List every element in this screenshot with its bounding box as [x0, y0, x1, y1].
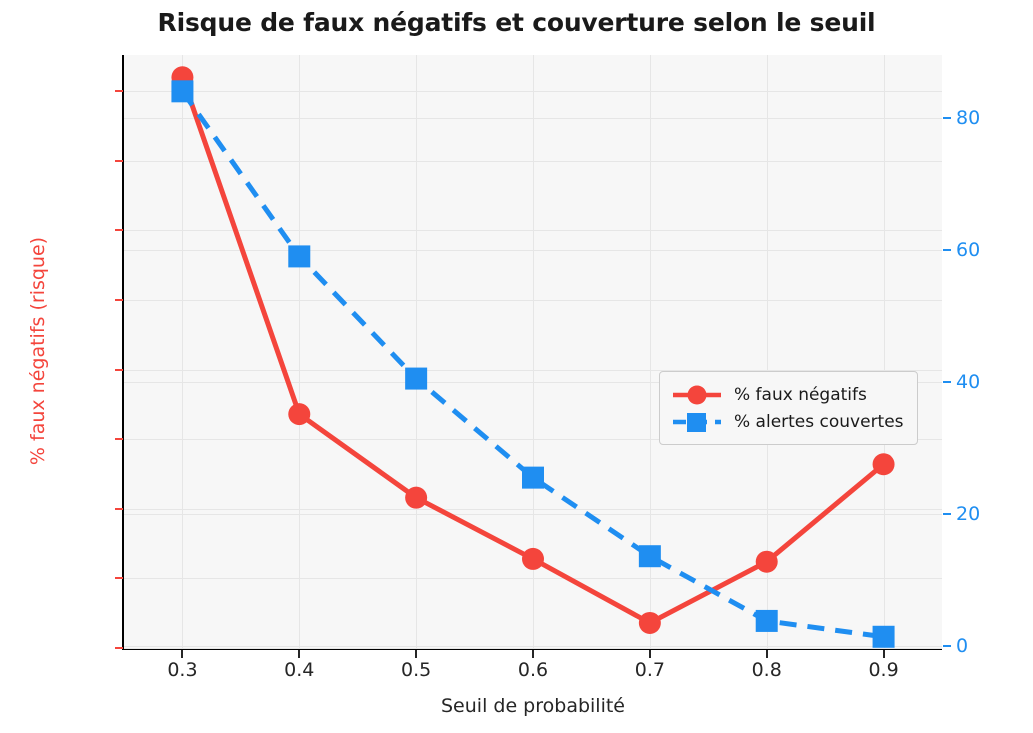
- x-tick-mark: [765, 650, 768, 658]
- series-marker-circle: [405, 486, 428, 509]
- x-tick-label: 0.3: [167, 659, 198, 681]
- gridline-vertical: [182, 55, 184, 648]
- legend-circle-marker-icon: [671, 384, 723, 406]
- series-marker-square: [755, 609, 778, 632]
- y-tick-mark-left: [115, 159, 123, 162]
- series-marker-circle: [638, 611, 661, 634]
- x-tick-mark: [415, 650, 418, 658]
- series-marker-circle: [872, 453, 895, 476]
- gridline-vertical: [299, 55, 301, 648]
- y-tick-mark-left: [115, 577, 123, 580]
- y-tick-mark-left: [115, 298, 123, 301]
- legend-label: % alertes couvertes: [734, 411, 904, 432]
- x-tick-label: 0.6: [517, 659, 549, 681]
- series-marker-square: [405, 367, 428, 390]
- x-tick-label: 0.8: [751, 659, 782, 681]
- legend-item[interactable]: % faux négatifs: [671, 381, 904, 408]
- series-layer: [171, 66, 895, 648]
- y-tick-mark-right: [943, 380, 951, 383]
- gridline-horizontal: [124, 648, 942, 649]
- series-marker-circle: [288, 403, 311, 426]
- y-tick-mark-right: [943, 116, 951, 119]
- x-tick-mark: [882, 650, 885, 658]
- gridline-vertical: [533, 55, 534, 648]
- y-tick-mark-right: [943, 512, 951, 515]
- x-tick-mark: [648, 650, 651, 658]
- y-tick-mark-right: [943, 645, 951, 648]
- y-tick-label-right: 0: [956, 635, 969, 658]
- x-tick-label: 0.5: [401, 659, 432, 681]
- y-tick-mark-left: [115, 90, 123, 93]
- legend-square-marker-icon: [671, 411, 723, 433]
- chart-legend: % faux négatifs % alertes couvertes: [659, 371, 918, 445]
- gridline-vertical: [883, 55, 885, 648]
- x-tick-label: 0.7: [634, 659, 665, 681]
- series-marker-square: [171, 80, 194, 103]
- x-tick-label: 0.4: [284, 659, 315, 681]
- series-2: [171, 80, 895, 648]
- y-tick-label-right: 80: [956, 106, 981, 129]
- legend-label: % faux négatifs: [734, 384, 867, 405]
- plot-area: 0.02.55.07.510.012.515.017.520.0 0204060…: [27, 55, 980, 717]
- series-marker-circle: [522, 547, 544, 570]
- x-tick-label: 0.9: [868, 659, 899, 681]
- y-tick-mark-left: [115, 368, 123, 371]
- series-line: [180, 76, 886, 626]
- series-marker-circle: [755, 550, 778, 573]
- series-marker-square: [638, 545, 661, 568]
- series-1: [171, 66, 895, 634]
- x-axis-label: Seuil de probabilité: [441, 695, 625, 717]
- series-marker-square: [288, 245, 311, 268]
- y-tick-label-right: 40: [956, 370, 981, 393]
- gridline-vertical: [649, 55, 651, 648]
- y-tick-mark-left: [115, 229, 123, 232]
- y-tick-mark-right: [943, 248, 951, 251]
- chart-title: Risque de faux négatifs et couverture se…: [157, 8, 876, 37]
- x-tick-mark: [298, 650, 301, 658]
- y-tick-mark-left: [115, 647, 123, 649]
- series-marker-square: [872, 625, 895, 648]
- y-tick-mark-left: [115, 507, 123, 510]
- y-tick-label-right: 20: [956, 502, 981, 525]
- y-axis-left-label: % faux négatifs (risque): [27, 236, 49, 466]
- y-tick-label-right: 60: [956, 238, 981, 261]
- y-tick-mark-left: [115, 438, 123, 441]
- gridline-vertical: [766, 55, 768, 648]
- legend-item[interactable]: % alertes couvertes: [671, 408, 904, 435]
- x-tick-mark: [532, 650, 534, 658]
- gridline-vertical: [416, 55, 418, 648]
- series-marker-square: [522, 466, 544, 489]
- x-tick-mark: [181, 650, 184, 658]
